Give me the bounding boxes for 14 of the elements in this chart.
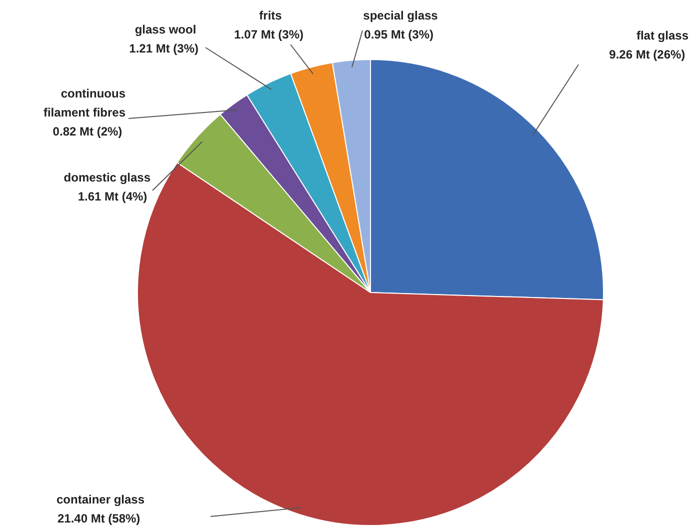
- slice-label: container glass: [56, 492, 145, 506]
- slice-label: flat glass: [636, 28, 689, 42]
- data-label: 21.40 Mt (58%): [57, 511, 140, 526]
- slice-label: domestic glass: [64, 170, 151, 184]
- data-label: 9.26 Mt (26%): [609, 47, 686, 62]
- slice-label: glass wool: [134, 22, 196, 36]
- data-label: 0.95 Mt (3%): [364, 27, 434, 42]
- data-label: 1.21 Mt (3%): [129, 41, 199, 56]
- data-label: 0.82 Mt (2%): [52, 124, 122, 138]
- slice-label: special glass: [363, 8, 438, 22]
- slice-label: continuous filament fibres: [43, 86, 126, 120]
- data-label: 1.07 Mt (3%): [234, 27, 304, 42]
- slice-label: frits: [259, 8, 282, 22]
- data-label: 1.61 Mt (4%): [78, 189, 148, 204]
